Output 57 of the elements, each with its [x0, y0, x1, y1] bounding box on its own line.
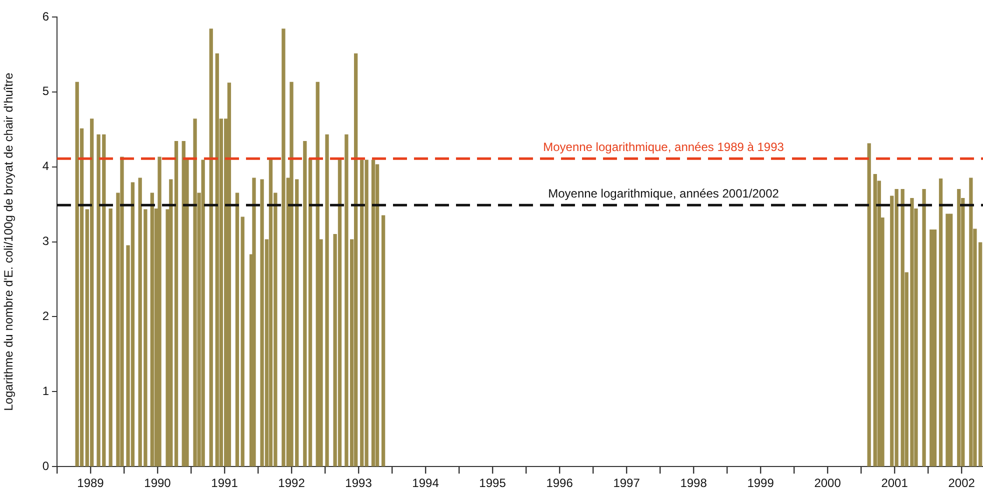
bar	[354, 53, 358, 466]
y-tick-label: 5	[42, 84, 50, 98]
x-tick-label: 1990	[144, 476, 172, 490]
x-tick-label: 1989	[77, 476, 104, 490]
bar	[957, 189, 961, 466]
x-tick-label: 1999	[747, 476, 774, 490]
bar	[235, 192, 240, 466]
x-tick-label: 1997	[613, 476, 640, 490]
y-tick-label: 6	[42, 9, 50, 24]
bar	[381, 215, 386, 466]
bar	[303, 141, 307, 466]
bar	[325, 134, 329, 466]
bar	[252, 178, 256, 466]
bar	[209, 28, 213, 466]
bar	[867, 143, 871, 466]
bar	[201, 160, 205, 466]
bar	[108, 208, 112, 466]
bar	[969, 178, 973, 466]
bar	[922, 189, 926, 466]
bar	[227, 82, 232, 466]
bar	[120, 156, 124, 466]
bar	[158, 156, 162, 466]
bar	[169, 179, 173, 466]
bar	[371, 160, 376, 466]
y-tick-label: 1	[42, 384, 50, 398]
bar	[174, 141, 178, 466]
bar	[873, 174, 877, 466]
y-axis-title: Logarithme du nombre d'E. coli/100g de broyat de chair d'huître	[2, 72, 16, 411]
x-tick-label: 2000	[814, 476, 842, 490]
bar	[150, 192, 154, 466]
y-tick-label: 2	[42, 309, 50, 324]
x-tick-label: 1998	[680, 476, 708, 490]
bar	[900, 189, 904, 466]
ref-line-label: Moyenne logarithmique, années 1989 à 1993	[543, 140, 784, 154]
bar	[375, 164, 380, 466]
x-tick-label: 1995	[479, 476, 506, 490]
x-tick-label: 1996	[546, 476, 574, 490]
bar	[930, 229, 934, 466]
bar	[193, 118, 197, 466]
bar	[282, 28, 286, 466]
ref-line-label: Moyenne logarithmique, années 2001/2002	[548, 186, 780, 200]
bar	[240, 216, 244, 466]
x-tick-label: 1994	[412, 476, 440, 490]
bar	[938, 178, 943, 466]
x-tick-label: 2002	[948, 476, 976, 490]
x-tick-label: 1991	[211, 476, 238, 490]
bar	[308, 158, 312, 466]
bar	[215, 53, 219, 466]
bar	[946, 214, 950, 466]
bar	[932, 229, 937, 466]
bar	[949, 214, 953, 466]
x-tick-label: 2001	[881, 476, 908, 490]
x-tick-label: 1993	[345, 476, 372, 490]
y-tick-label: 0	[42, 458, 50, 473]
x-tick-label: 1992	[278, 476, 306, 490]
y-tick-label: 4	[42, 159, 50, 174]
y-tick-label: 3	[42, 234, 50, 248]
